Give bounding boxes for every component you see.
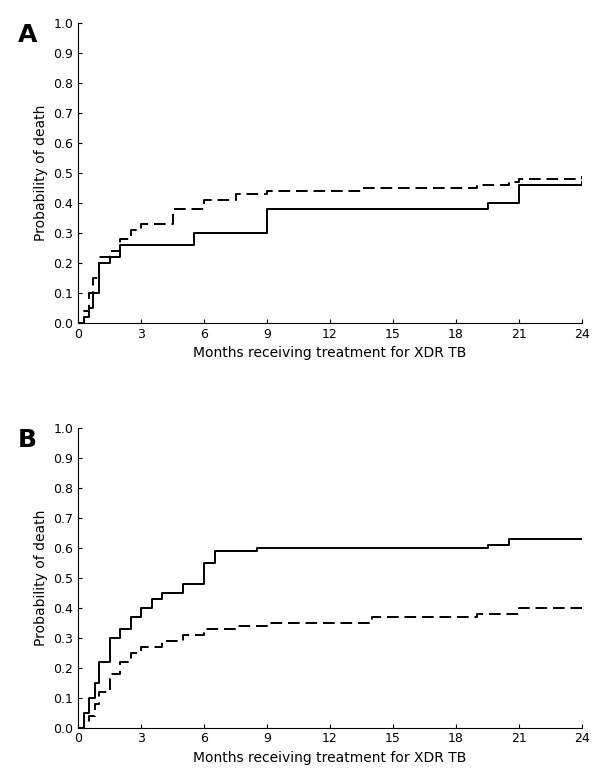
- X-axis label: Months receiving treatment for XDR TB: Months receiving treatment for XDR TB: [193, 751, 467, 765]
- Text: A: A: [17, 23, 37, 47]
- Y-axis label: Probability of death: Probability of death: [34, 105, 47, 241]
- X-axis label: Months receiving treatment for XDR TB: Months receiving treatment for XDR TB: [193, 346, 467, 361]
- Y-axis label: Probability of death: Probability of death: [34, 509, 47, 646]
- Text: B: B: [17, 428, 37, 452]
